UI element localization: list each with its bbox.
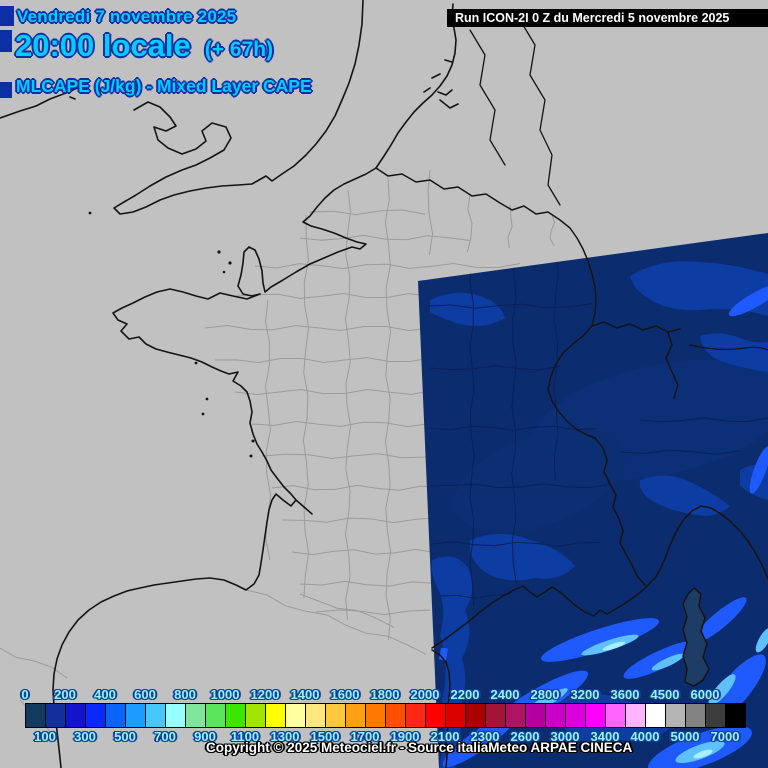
border-line (384, 177, 392, 641)
france-atlantic-coast (52, 167, 377, 768)
switzerland-border (547, 321, 681, 439)
border-line (299, 580, 435, 587)
border-line (427, 169, 434, 256)
border-line (291, 548, 437, 556)
border-line (553, 249, 559, 481)
title-edge-artifact (0, 30, 12, 52)
border-line (315, 609, 431, 616)
domain-department-borders (427, 249, 768, 607)
border-line (261, 452, 449, 460)
border-line (251, 420, 453, 428)
border-line (429, 483, 613, 489)
border-line (507, 204, 513, 249)
department-borders (0, 169, 561, 742)
france-italy-border (594, 437, 646, 586)
title-edge-artifact (0, 82, 12, 98)
parameter-label: MLCAPE (J/kg) - Mixed Layer CAPE (16, 76, 312, 96)
border-line (271, 484, 443, 491)
border-line (309, 209, 426, 216)
border-line (511, 253, 517, 585)
title-edge-artifact (0, 6, 14, 26)
country-borders (375, 167, 768, 768)
valid-time-text: 20:00 locale (15, 28, 191, 63)
border-line (299, 593, 395, 628)
great-britain-coast (113, 0, 364, 215)
mediterranean-coast (431, 505, 768, 649)
po-valley-line (689, 344, 768, 351)
border-line (466, 194, 473, 253)
border-line (0, 647, 68, 679)
border-line (439, 593, 511, 599)
coastlines (0, 0, 561, 768)
germany-border-squiggles (469, 19, 561, 206)
border-line (427, 303, 593, 309)
benelux-coast (375, 3, 459, 169)
border-line (429, 425, 597, 431)
border-line (281, 517, 439, 524)
border-line (302, 214, 310, 599)
valid-date-label: Vendredi 7 novembre 2025 (17, 7, 237, 26)
border-line (299, 234, 471, 241)
border-line (431, 541, 601, 547)
ireland-coast (0, 84, 85, 119)
belgium-rhine-border (375, 167, 597, 327)
small-islands (88, 211, 255, 458)
border-line (245, 589, 427, 655)
border-line (619, 449, 741, 455)
spain-mediterranean-coast (431, 649, 451, 768)
run-info-banner: Run ICON-2I 0 Z du Mercredi 5 novembre 2… (447, 9, 768, 27)
border-line (429, 365, 561, 371)
forecast-offset-label: (+ 67h) (204, 38, 274, 61)
border-line (639, 417, 768, 423)
valid-time-label: 20:00 locale (+ 67h) (15, 28, 273, 64)
border-line (549, 214, 556, 247)
border-line (254, 262, 521, 270)
corsica (682, 587, 710, 687)
cape-streaks-pale (602, 641, 713, 759)
border-line (469, 259, 475, 607)
cape-patches (430, 261, 768, 768)
border-line (344, 189, 352, 621)
copyright-label: Copyright © 2025 Meteociel.fr - Source i… (206, 740, 633, 755)
model-domain-overlay (418, 233, 768, 768)
